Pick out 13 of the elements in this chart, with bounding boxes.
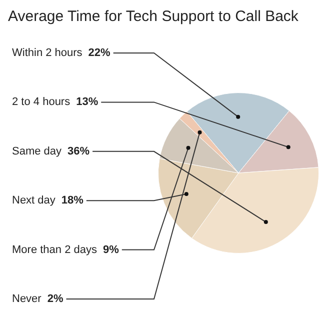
slice-label: Next day — [12, 194, 56, 207]
slice-label: Same day — [12, 145, 62, 158]
slice-label: Never — [12, 293, 42, 306]
chart-title: Average Time for Tech Support to Call Back — [8, 8, 300, 25]
slice-label: More than 2 days — [12, 244, 98, 256]
data-label: 18% — [61, 194, 84, 207]
data-label: 22% — [88, 47, 111, 60]
slice-label: 2 to 4 hours — [12, 96, 71, 108]
data-label: 13% — [76, 96, 98, 108]
data-label: 9% — [102, 244, 120, 256]
data-label: 2% — [47, 293, 64, 306]
data-label: 36% — [68, 145, 90, 158]
slice-label: Within 2 hours — [12, 47, 83, 60]
